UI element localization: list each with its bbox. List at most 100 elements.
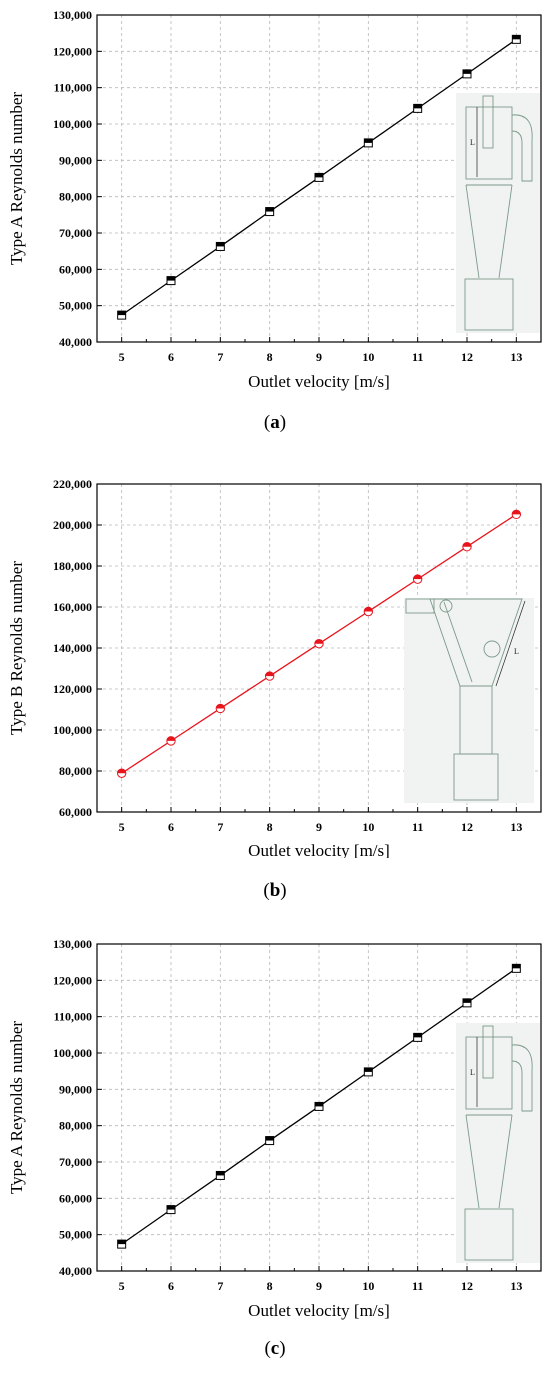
x-tick-label: 13: [510, 820, 522, 834]
inset-background: [456, 1023, 540, 1263]
y-tick-label: 130,000: [53, 8, 92, 22]
x-axis-title: Outlet velocity [m/s]: [248, 841, 390, 858]
data-point: [462, 69, 472, 79]
axis-ticks: 5 6 7 8 9 10 11 12 13 60,000 80,000 100,000 120,000 1…: [53, 477, 522, 834]
y-tick-label: 140,000: [53, 641, 92, 655]
inset-dimension-label: L: [514, 647, 519, 656]
cyclone-schematic-inset: L: [404, 598, 534, 803]
data-point-marker-fill: [216, 242, 225, 247]
data-point-marker-fill: [314, 639, 324, 644]
data-point-marker-fill: [512, 35, 521, 40]
y-axis-title: Type B Reynolds number: [7, 561, 26, 735]
data-point: [412, 574, 423, 584]
data-point-marker-fill: [117, 769, 126, 774]
y-tick-label: 110,000: [54, 81, 92, 95]
x-tick-label: 9: [316, 820, 322, 834]
chart-panel-b: L 5 6 7 8 9 10 11 12 13 60,000 80,000 100,000 120,000…: [0, 468, 550, 858]
x-tick-label: 8: [267, 350, 273, 364]
grid-lines: [97, 14, 541, 343]
axis-ticks: 5 6 7 8 9 10 11 12 13 40,000 50,000 60,000 70,000 80,…: [53, 8, 522, 364]
chart-a-svg: L 5 6 7 8 9 10 11 12 13 40,000 50,000 60,000 70,000 80…: [7, 8, 542, 391]
x-tick-label: 7: [217, 820, 223, 834]
x-tick-label: 12: [461, 350, 473, 364]
y-tick-label: 70,000: [59, 1155, 92, 1169]
x-tick-label: 6: [168, 350, 174, 364]
data-point-marker-fill: [462, 542, 472, 547]
data-point-marker-fill: [265, 1136, 274, 1141]
y-axis-title: Type A Reynolds number: [7, 92, 26, 265]
data-point-marker-fill: [413, 1033, 422, 1038]
data-point: [511, 509, 522, 520]
x-tick-label: 11: [412, 350, 423, 364]
data-point: [166, 736, 176, 746]
y-tick-label: 40,000: [59, 1264, 92, 1278]
data-point: [314, 172, 324, 182]
chart-panel-c: L 5 6 7 8 9 10 11 12 13 40,000 50,000 60,000 70,000 80…: [0, 930, 550, 1322]
data-point: [215, 703, 226, 714]
x-tick-label: 6: [168, 820, 174, 834]
data-point-marker-fill: [265, 671, 274, 677]
x-tick-label: 7: [217, 350, 223, 364]
y-tick-label: 80,000: [59, 764, 92, 778]
x-tick-label: 9: [316, 1279, 322, 1293]
x-tick-label: 5: [119, 1279, 125, 1293]
data-point: [511, 963, 521, 973]
x-tick-label: 10: [362, 350, 374, 364]
x-tick-label: 6: [168, 1279, 174, 1293]
inset-dimension-label: L: [470, 1068, 475, 1077]
data-point-marker-fill: [512, 964, 521, 969]
data-point-marker-fill: [463, 998, 471, 1003]
y-tick-label: 130,000: [53, 937, 92, 951]
data-point-marker-fill: [364, 138, 373, 143]
y-tick-label: 60,000: [59, 805, 92, 819]
y-tick-label: 50,000: [59, 1228, 92, 1242]
x-tick-label: 8: [267, 820, 273, 834]
y-tick-label: 220,000: [53, 477, 92, 491]
y-axis-title: Type A Reynolds number: [7, 1021, 26, 1194]
data-point: [166, 1205, 176, 1215]
y-tick-label: 110,000: [54, 1010, 92, 1024]
data-point: [166, 276, 176, 286]
data-point: [314, 1101, 324, 1111]
chart-c-svg: L 5 6 7 8 9 10 11 12 13 40,000 50,000 60,000 70,000 80…: [7, 937, 542, 1320]
y-tick-label: 100,000: [53, 117, 92, 131]
data-point-marker-fill: [463, 69, 471, 74]
cyclone-schematic-inset: L: [456, 1023, 540, 1263]
data-point: [363, 138, 373, 148]
inset-hopper: [464, 1208, 514, 1261]
inset-inlet: [511, 114, 533, 182]
x-tick-label: 12: [461, 1279, 473, 1293]
x-tick-label: 8: [267, 1279, 273, 1293]
data-point-marker-fill: [166, 736, 176, 741]
cyclone-schematic-inset: L: [456, 93, 540, 333]
inset-cylinder: [465, 1036, 513, 1110]
x-tick-label: 9: [316, 350, 322, 364]
inset-inlet: [511, 1044, 533, 1112]
data-point: [363, 606, 374, 617]
data-point-marker-fill: [315, 173, 323, 178]
inset-dimension-label: L: [470, 138, 475, 147]
y-tick-label: 50,000: [59, 299, 92, 313]
y-tick-label: 80,000: [59, 1119, 92, 1133]
inset-small-circle: [439, 599, 453, 613]
x-tick-label: 5: [119, 820, 125, 834]
inset-outlet-circle: [483, 640, 501, 658]
y-tick-label: 80,000: [59, 190, 92, 204]
data-point-marker-fill: [364, 607, 373, 612]
x-axis-title: Outlet velocity [m/s]: [248, 372, 390, 391]
inset-vortex-finder: [482, 1025, 494, 1079]
data-point: [413, 1032, 423, 1042]
x-tick-label: 13: [510, 350, 522, 364]
x-axis-title: Outlet velocity [m/s]: [248, 1301, 390, 1320]
data-point-marker-fill: [315, 1102, 323, 1107]
inset-dimension-line: [495, 600, 526, 687]
inset-cone: [465, 184, 513, 279]
data-point: [264, 671, 275, 681]
data-point: [117, 310, 127, 320]
y-tick-label: 90,000: [59, 153, 92, 167]
data-point: [511, 34, 521, 44]
data-point-marker-fill: [117, 1240, 126, 1245]
inset-cone: [465, 1114, 513, 1209]
y-tick-label: 60,000: [59, 262, 92, 276]
y-tick-label: 60,000: [59, 1191, 92, 1205]
